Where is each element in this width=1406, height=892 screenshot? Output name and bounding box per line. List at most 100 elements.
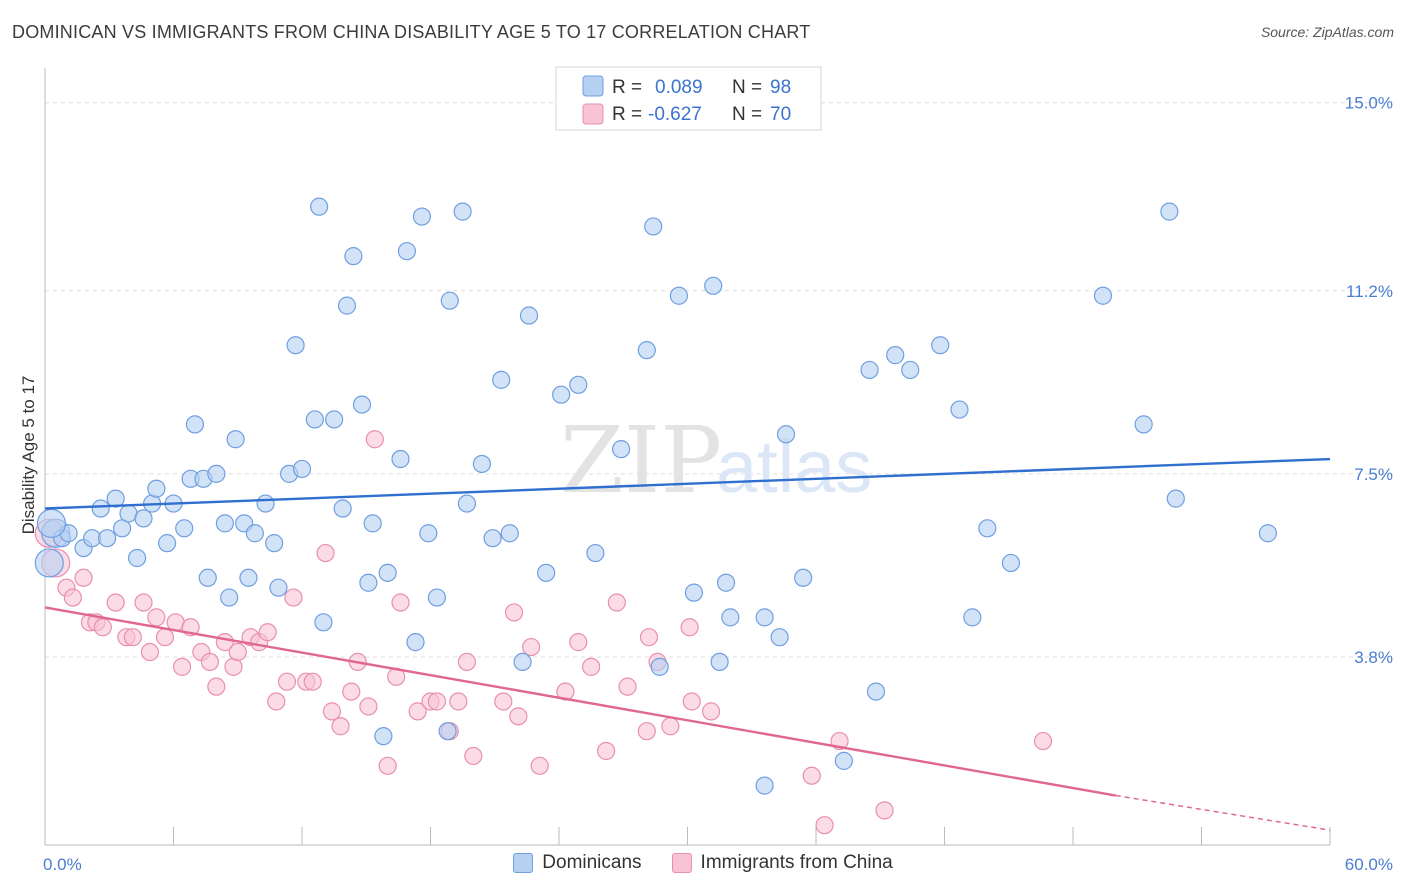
point-dominicans-25 xyxy=(226,430,245,449)
point-dominicans-71 xyxy=(669,286,689,305)
point-dominicans-6 xyxy=(91,499,110,518)
point-dominicans-0 xyxy=(34,548,64,578)
point-china-14 xyxy=(155,628,175,647)
point-dominicans-14 xyxy=(147,479,166,498)
point-dominicans-63 xyxy=(537,563,556,582)
y-tick-label-3: 15.0% xyxy=(1345,94,1393,113)
legend-item-immigrants-from-china[interactable]: Immigrants from China xyxy=(671,852,893,874)
point-dominicans-57 xyxy=(472,454,491,474)
point-dominicans-65 xyxy=(569,375,588,394)
point-dominicans-53 xyxy=(440,291,459,310)
point-china-23 xyxy=(228,642,247,662)
point-china-3 xyxy=(63,588,82,607)
point-dominicans-96 xyxy=(834,751,853,770)
y-tick-label-2: 11.2% xyxy=(1346,282,1393,301)
point-dominicans-74 xyxy=(710,652,729,672)
point-china-4 xyxy=(74,568,93,587)
point-dominicans-62 xyxy=(519,306,539,325)
point-dominicans-43 xyxy=(359,573,378,592)
point-china-65 xyxy=(802,766,821,785)
point-dominicans-8 xyxy=(106,489,125,508)
point-china-10 xyxy=(123,628,142,647)
point-china-11 xyxy=(134,593,153,612)
point-dominicans-82 xyxy=(860,360,879,380)
point-dominicans-60 xyxy=(500,524,519,543)
point-dominicans-87 xyxy=(950,400,969,419)
point-dominicans-21 xyxy=(198,568,217,587)
point-dominicans-28 xyxy=(245,524,264,543)
point-china-13 xyxy=(147,608,166,627)
points-dominicans xyxy=(34,197,1277,795)
point-china-58 xyxy=(607,593,626,612)
point-dominicans-46 xyxy=(378,563,397,582)
point-dominicans-52 xyxy=(427,588,447,607)
point-china-16 xyxy=(172,657,192,676)
point-china-59 xyxy=(618,677,637,696)
trend-line-extension-china xyxy=(1115,794,1331,831)
point-china-49 xyxy=(494,692,513,711)
point-china-33 xyxy=(322,702,342,721)
y-tick-labels: 3.8% 7.5% 11.2% 15.0% xyxy=(1345,94,1393,667)
legend-label-dominicans: Dominicans xyxy=(542,852,642,873)
point-china-39 xyxy=(378,756,397,775)
point-dominicans-77 xyxy=(755,608,774,627)
point-dominicans-59 xyxy=(492,370,511,389)
point-dominicans-29 xyxy=(256,494,275,513)
point-dominicans-51 xyxy=(419,524,438,543)
point-china-56 xyxy=(582,657,601,676)
point-dominicans-27 xyxy=(239,568,258,587)
point-dominicans-95 xyxy=(1258,524,1277,543)
point-dominicans-89 xyxy=(978,519,997,538)
point-china-69 xyxy=(1033,731,1053,751)
legend-swatch-dominicans xyxy=(513,853,534,873)
point-dominicans-66 xyxy=(586,543,605,563)
trend-line-dominicans xyxy=(44,457,1331,510)
point-dominicans-90 xyxy=(1001,553,1020,573)
legend-label-immigrants-from-china: Immigrants from China xyxy=(700,852,893,873)
point-dominicans-34 xyxy=(292,459,312,479)
point-china-27 xyxy=(267,692,286,711)
point-dominicans-24 xyxy=(220,588,239,607)
point-china-29 xyxy=(284,588,303,607)
point-dominicans-68 xyxy=(637,341,656,360)
point-dominicans-86 xyxy=(931,336,950,355)
point-china-46 xyxy=(449,692,468,711)
point-dominicans-80 xyxy=(776,425,796,444)
point-dominicans-31 xyxy=(269,578,288,597)
point-dominicans-54 xyxy=(438,722,457,741)
points-immigrants-from-china xyxy=(34,430,1053,835)
point-dominicans-70 xyxy=(650,657,669,676)
point-china-48 xyxy=(464,746,483,766)
point-china-64 xyxy=(701,702,721,721)
legend-n-value-1: 98 xyxy=(770,77,791,98)
point-dominicans-44 xyxy=(363,514,382,533)
point-dominicans-58 xyxy=(483,529,502,548)
point-china-20 xyxy=(207,677,226,696)
point-dominicans-48 xyxy=(397,242,417,261)
point-dominicans-83 xyxy=(866,682,886,701)
point-china-68 xyxy=(875,801,894,820)
legend-r-label-2: R = xyxy=(612,104,642,125)
point-china-55 xyxy=(569,633,588,652)
point-china-31 xyxy=(303,672,322,691)
point-china-12 xyxy=(140,642,160,662)
legend-n-value-2: 70 xyxy=(770,104,791,125)
point-dominicans-37 xyxy=(314,613,333,632)
point-dominicans-47 xyxy=(391,449,410,469)
point-china-71 xyxy=(639,628,659,647)
legend-item-dominicans[interactable]: Dominicans xyxy=(513,852,642,874)
point-dominicans-79 xyxy=(770,628,789,647)
point-dominicans-11 xyxy=(127,548,147,568)
point-china-63 xyxy=(682,692,701,711)
point-dominicans-92 xyxy=(1134,415,1153,434)
legend-r-value-2: -0.627 xyxy=(648,104,702,125)
point-china-47 xyxy=(457,652,477,672)
y-tick-label-0: 3.8% xyxy=(1354,648,1393,667)
point-dominicans-35 xyxy=(305,410,324,429)
watermark-atlas: atlas xyxy=(716,425,872,508)
watermark-zip: ZIP xyxy=(560,407,722,514)
legend-swatch-immigrants-from-china xyxy=(671,853,692,873)
point-china-8 xyxy=(106,593,125,612)
point-dominicans-23 xyxy=(215,514,234,533)
